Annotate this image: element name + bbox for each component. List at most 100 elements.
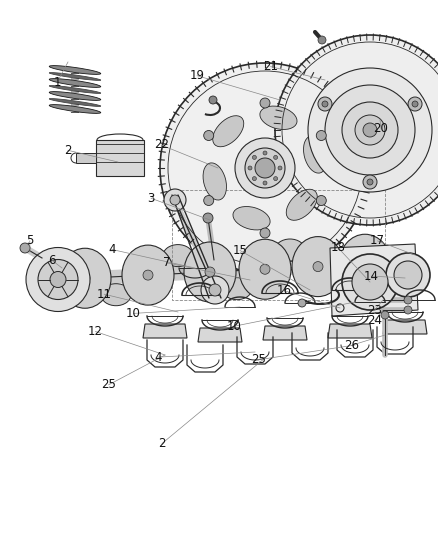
Circle shape (160, 63, 370, 273)
Text: 25: 25 (101, 378, 116, 391)
Text: 12: 12 (88, 325, 103, 338)
Ellipse shape (213, 116, 244, 147)
Circle shape (318, 36, 326, 44)
Circle shape (404, 296, 412, 304)
Circle shape (245, 148, 285, 188)
Circle shape (38, 260, 78, 300)
Ellipse shape (163, 245, 193, 266)
Circle shape (313, 262, 323, 272)
Circle shape (252, 156, 256, 159)
Circle shape (355, 115, 385, 145)
Text: 17: 17 (370, 235, 385, 247)
Circle shape (274, 156, 278, 159)
Ellipse shape (49, 99, 101, 107)
Circle shape (248, 166, 252, 170)
Text: 19: 19 (190, 69, 205, 82)
Circle shape (26, 247, 90, 311)
Text: 20: 20 (374, 123, 389, 135)
Ellipse shape (339, 234, 391, 294)
Text: 22: 22 (154, 139, 169, 151)
Polygon shape (198, 328, 242, 342)
Text: 4: 4 (154, 351, 162, 364)
Text: 25: 25 (251, 353, 266, 366)
Text: 15: 15 (233, 244, 247, 257)
Ellipse shape (49, 104, 101, 114)
Text: 1: 1 (53, 76, 61, 89)
Ellipse shape (325, 272, 355, 295)
Circle shape (342, 254, 398, 310)
Circle shape (235, 138, 295, 198)
Ellipse shape (49, 72, 101, 80)
Circle shape (408, 97, 422, 111)
Ellipse shape (233, 206, 270, 230)
Ellipse shape (49, 92, 101, 100)
Polygon shape (263, 326, 307, 340)
Text: 16: 16 (276, 284, 291, 297)
Ellipse shape (292, 237, 344, 296)
Text: 10: 10 (126, 307, 141, 320)
Circle shape (260, 98, 270, 108)
Text: 10: 10 (227, 320, 242, 333)
Circle shape (260, 264, 270, 274)
Polygon shape (76, 153, 96, 163)
Circle shape (318, 97, 332, 111)
Text: 14: 14 (364, 270, 379, 282)
Circle shape (278, 166, 282, 170)
Circle shape (50, 271, 66, 287)
Circle shape (316, 131, 326, 141)
Polygon shape (328, 324, 372, 338)
Polygon shape (383, 320, 427, 334)
Circle shape (209, 96, 217, 104)
Ellipse shape (286, 189, 317, 220)
Polygon shape (330, 244, 418, 316)
Polygon shape (143, 324, 187, 338)
Circle shape (325, 85, 415, 175)
Circle shape (308, 68, 432, 192)
Circle shape (204, 196, 214, 206)
Circle shape (252, 176, 256, 181)
Circle shape (363, 123, 377, 137)
Text: 5: 5 (26, 235, 33, 247)
Circle shape (275, 35, 438, 225)
Ellipse shape (239, 239, 291, 299)
Ellipse shape (184, 242, 236, 302)
Text: 11: 11 (97, 288, 112, 301)
Circle shape (342, 102, 398, 158)
Circle shape (367, 179, 373, 185)
Circle shape (363, 175, 377, 189)
Circle shape (204, 131, 214, 141)
Text: 23: 23 (367, 304, 382, 317)
Circle shape (298, 299, 306, 307)
Text: 24: 24 (367, 314, 382, 327)
Circle shape (322, 101, 328, 107)
Ellipse shape (260, 106, 297, 130)
Text: 2: 2 (158, 437, 166, 450)
Text: 3: 3 (148, 192, 155, 205)
Circle shape (404, 306, 412, 314)
Ellipse shape (222, 278, 252, 300)
Circle shape (381, 311, 389, 319)
Circle shape (170, 195, 180, 205)
Ellipse shape (49, 66, 101, 75)
Ellipse shape (203, 163, 226, 200)
Circle shape (80, 273, 90, 283)
Circle shape (20, 243, 30, 253)
Text: 26: 26 (344, 339, 359, 352)
Circle shape (360, 259, 370, 269)
Ellipse shape (275, 239, 305, 261)
Ellipse shape (49, 86, 101, 93)
Ellipse shape (304, 136, 327, 173)
Circle shape (201, 276, 229, 304)
Circle shape (412, 101, 418, 107)
Circle shape (316, 196, 326, 206)
Ellipse shape (49, 78, 101, 87)
Text: 4: 4 (108, 243, 116, 256)
Circle shape (386, 253, 430, 297)
Circle shape (255, 158, 275, 178)
Circle shape (352, 264, 388, 300)
Circle shape (164, 189, 186, 211)
Circle shape (394, 261, 422, 289)
Ellipse shape (59, 248, 111, 308)
Polygon shape (96, 140, 144, 176)
Text: 18: 18 (331, 241, 346, 254)
